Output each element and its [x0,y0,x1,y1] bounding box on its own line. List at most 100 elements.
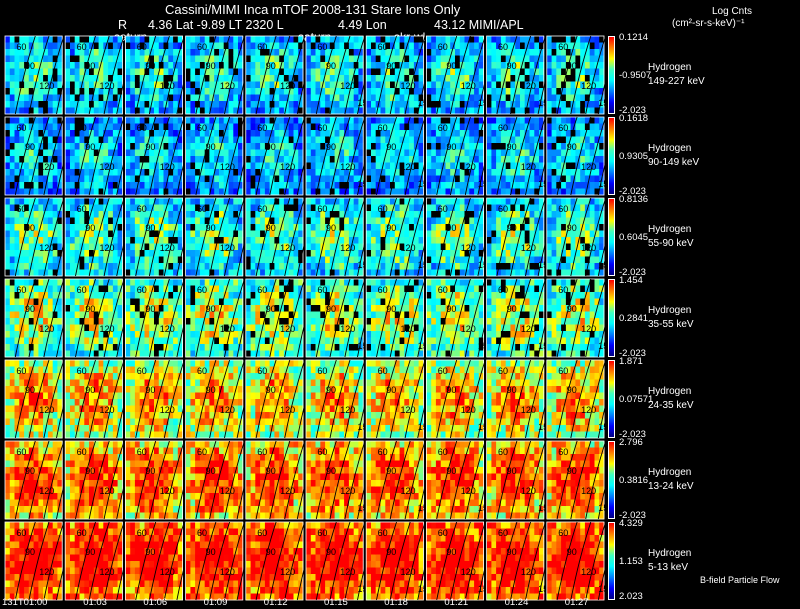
heatmap-cell [5,318,11,325]
heatmap-cell [375,94,381,102]
heatmap-cell [173,88,179,95]
heatmap-cell [274,169,280,176]
heatmap-cell [33,88,39,95]
heatmap-cell [125,156,131,163]
heatmap-cell [168,88,174,95]
heatmap-cell [358,88,364,95]
heatmap-cell [28,305,34,312]
b-field-contour [135,116,157,196]
heatmap-cell [478,49,484,56]
b-field-contour [525,116,546,196]
heatmap-cell [594,55,600,63]
heatmap-cell [283,107,290,115]
heatmap-cell [445,175,451,183]
heatmap-cell [431,211,437,218]
heatmap-cell [199,169,206,176]
heatmap-cell [130,331,136,338]
heatmap-cell [52,49,58,56]
heatmap-cell [214,42,220,50]
heatmap-cell [233,88,239,95]
heatmap-cell [70,88,76,95]
heatmap-cell [371,123,377,131]
heatmap-cell [279,250,285,257]
heatmap-cell [404,55,410,63]
heatmap-cell [469,143,475,150]
heatmap-cell [310,88,316,95]
heatmap-cell [599,136,605,144]
heatmap-cell [125,94,131,102]
heatmap-cell [469,269,475,277]
heatmap-cell [38,204,44,212]
heatmap-cell [103,81,109,89]
heatmap-cell [57,269,63,277]
heatmap-cell [158,331,164,338]
heatmap-cell [255,162,261,170]
heatmap-cell [139,55,145,63]
heatmap-cell [390,237,396,244]
heatmap-cell [214,101,220,108]
heatmap-cell [358,263,364,270]
heatmap-cell [293,188,299,196]
heatmap-cell [149,217,155,225]
heatmap-cell [14,250,20,257]
heatmap-cell [134,337,141,345]
heatmap-cell [455,204,461,212]
heatmap-cell [580,42,586,50]
heatmap-cell [158,217,164,225]
heatmap-cell [515,230,521,238]
heatmap-cell [204,256,210,264]
heatmap-cell [524,250,530,257]
heatmap-cell [139,123,145,131]
heatmap-cell [594,49,600,56]
heatmap-cell [195,75,201,82]
heatmap-cell [399,175,405,183]
heatmap-cell [445,107,451,115]
heatmap-cell [399,68,405,76]
heatmap-cell [9,101,15,108]
heatmap-cell [185,217,191,225]
heatmap-cell [199,224,206,231]
heatmap-cell [98,230,104,238]
heatmap-cell [589,263,595,270]
heatmap-cell [173,198,179,205]
heatmap-cell [445,243,451,251]
heatmap-cell [329,62,335,69]
heatmap-cell [589,123,595,131]
heatmap-cell [298,107,304,115]
heatmap-cell [334,217,340,225]
heatmap-cell [551,204,557,212]
heatmap-cell [24,42,30,50]
heatmap-cell [264,211,271,218]
heatmap-cell [394,204,400,212]
heatmap-cell [245,156,251,163]
heatmap-cell [79,269,85,277]
heatmap-cell [298,169,304,176]
heatmap-cell [500,169,507,176]
heatmap-cell [19,331,25,338]
heatmap-cell [491,42,497,50]
heatmap-cell [228,230,234,238]
heatmap-cell [455,250,461,257]
heatmap-cell [594,149,600,157]
heatmap-cell [93,55,99,63]
heatmap-cell [380,62,386,69]
heatmap-cell [283,250,290,257]
heatmap-cell [255,237,261,244]
heatmap-cell [47,318,54,325]
heatmap-cell [14,298,20,306]
contour-label: 60 [498,42,508,52]
heatmap-cell [394,149,400,157]
heatmap-cell [500,55,507,63]
heatmap-cell [551,224,557,231]
heatmap-cell [219,75,225,82]
heatmap-cell [390,156,396,163]
heatmap-cell [9,182,15,189]
heatmap-cell [394,237,400,244]
heatmap-cell [144,269,150,277]
heatmap-cell [108,42,114,50]
heatmap-cell [474,188,480,196]
heatmap-cell [353,263,359,270]
heatmap-cell [325,175,331,183]
heatmap-cell [584,68,591,76]
heatmap-cell [409,204,415,212]
